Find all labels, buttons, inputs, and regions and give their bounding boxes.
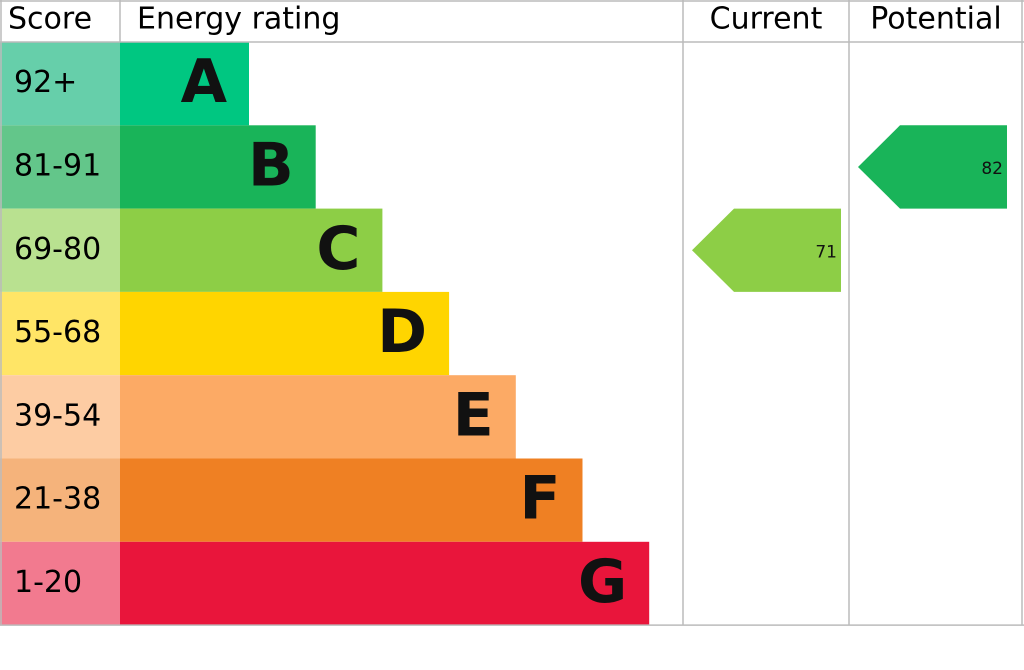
rating-letter: A <box>181 47 228 117</box>
rating-letter: F <box>520 464 561 534</box>
score-cell <box>0 208 120 292</box>
header-potential: Potential <box>870 2 1001 37</box>
rating-bar <box>120 541 650 626</box>
score-label: 81-91 <box>14 148 101 183</box>
score-label: 92+ <box>14 65 77 100</box>
score-cell <box>0 458 120 542</box>
header-rating: Energy rating <box>137 2 340 37</box>
score-label: 1-20 <box>14 565 82 600</box>
score-label: 69-80 <box>14 232 101 267</box>
header-current: Current <box>710 2 823 37</box>
rating-bar <box>120 458 583 542</box>
potential-arrow <box>858 125 1007 209</box>
rating-bar <box>120 291 450 376</box>
rating-letter: E <box>453 380 494 450</box>
score-label: 21-38 <box>14 482 101 517</box>
current-value: 71 <box>815 242 837 262</box>
rating-letter: G <box>578 547 627 617</box>
rating-bar <box>120 42 249 126</box>
potential-value: 82 <box>981 159 1003 179</box>
rating-letter: C <box>316 214 360 284</box>
rating-bar <box>120 375 516 459</box>
score-cell <box>0 291 120 376</box>
score-cell <box>0 42 120 126</box>
header-score: Score <box>8 2 92 37</box>
score-label: 39-54 <box>14 398 101 433</box>
rating-letter: D <box>377 297 427 367</box>
score-label: 55-68 <box>14 315 101 350</box>
rating-letter: B <box>248 131 294 201</box>
score-cell <box>0 541 120 626</box>
current-arrow <box>692 208 841 292</box>
rating-bar <box>120 125 316 209</box>
score-cell <box>0 125 120 209</box>
score-cell <box>0 375 120 459</box>
rating-bar <box>120 208 383 292</box>
